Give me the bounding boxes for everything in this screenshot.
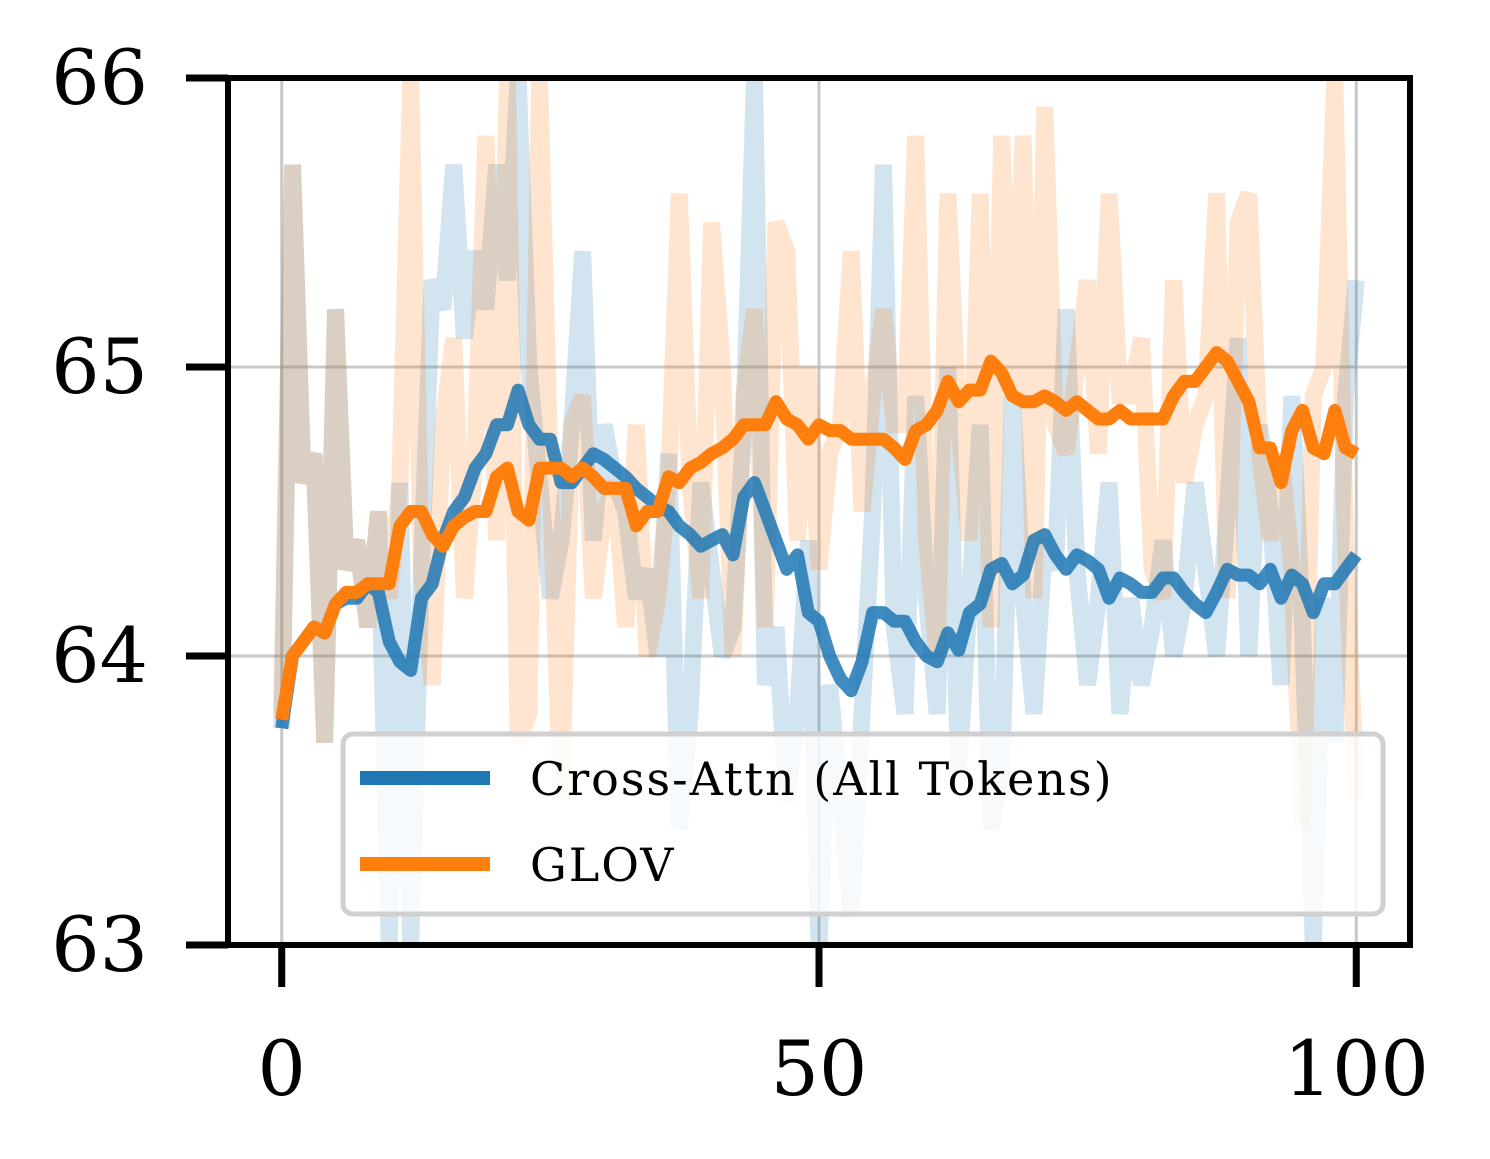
x-tick-label-0: 0 — [258, 1024, 306, 1113]
y-tick-label-65: 65 — [51, 322, 148, 411]
x-tick-label-50: 50 — [771, 1024, 868, 1113]
smoothed-series-lines — [275, 346, 1362, 730]
y-tick-label-63: 63 — [51, 900, 148, 989]
legend: Cross-Attn (All Tokens) GLOV — [340, 731, 1386, 917]
smoothed-line-cross-attn — [275, 383, 1362, 730]
smoothed-line-glov — [275, 346, 1360, 721]
axis-ticks: 0 50 100 63 64 65 66 — [51, 33, 1429, 1113]
legend-label-glov: GLOV — [530, 838, 675, 892]
y-tick-label-64: 64 — [51, 611, 148, 700]
legend-label-cross-attn: Cross-Attn (All Tokens) — [530, 752, 1114, 806]
legend-box — [340, 731, 1386, 917]
raw-line-cross-attn — [273, 78, 1365, 945]
y-tick-label-66: 66 — [51, 33, 148, 122]
x-tick-label-100: 100 — [1284, 1024, 1429, 1113]
